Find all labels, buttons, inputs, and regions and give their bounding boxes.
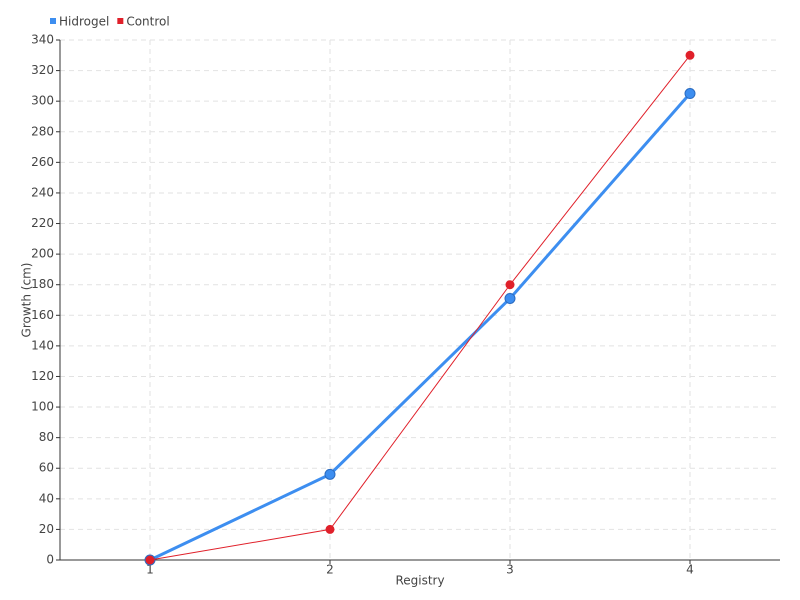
legend-swatch bbox=[50, 18, 56, 24]
y-tick-label: 260 bbox=[31, 155, 54, 169]
x-tick-label: 4 bbox=[686, 563, 694, 577]
data-point bbox=[324, 468, 336, 480]
data-point bbox=[505, 280, 515, 290]
data-point bbox=[145, 555, 155, 565]
x-tick-label: 2 bbox=[326, 563, 334, 577]
y-tick-label: 180 bbox=[31, 277, 54, 291]
y-tick-label: 0 bbox=[46, 553, 54, 567]
legend-swatch bbox=[117, 18, 124, 24]
legend-label: Control bbox=[126, 15, 169, 29]
y-axis-label: Growth (cm) bbox=[20, 263, 34, 338]
y-tick-label: 200 bbox=[31, 247, 54, 261]
series-line bbox=[149, 54, 691, 561]
series-line bbox=[149, 92, 692, 562]
y-tick-label: 80 bbox=[39, 430, 54, 444]
y-tick-label: 140 bbox=[31, 338, 54, 352]
y-tick-label: 100 bbox=[31, 400, 54, 414]
data-point bbox=[504, 292, 516, 304]
y-tick-label: 320 bbox=[31, 63, 54, 77]
y-tick-label: 340 bbox=[31, 33, 54, 47]
x-axis-label: Registry bbox=[395, 574, 444, 588]
y-tick-label: 160 bbox=[31, 308, 54, 322]
y-tick-label: 60 bbox=[39, 461, 54, 475]
x-tick-label: 3 bbox=[506, 563, 514, 577]
data-point bbox=[684, 88, 696, 100]
data-point bbox=[325, 524, 335, 534]
y-tick-label: 20 bbox=[39, 522, 54, 536]
y-tick-label: 300 bbox=[31, 94, 54, 108]
y-tick-label: 280 bbox=[31, 124, 54, 138]
data-point bbox=[685, 50, 695, 60]
y-tick-label: 220 bbox=[31, 216, 54, 230]
y-tick-label: 240 bbox=[31, 185, 54, 199]
y-tick-label: 40 bbox=[39, 491, 54, 505]
y-tick-label: 120 bbox=[31, 369, 54, 383]
legend-label: Hidrogel bbox=[59, 15, 109, 29]
x-tick-label: 1 bbox=[146, 563, 154, 577]
